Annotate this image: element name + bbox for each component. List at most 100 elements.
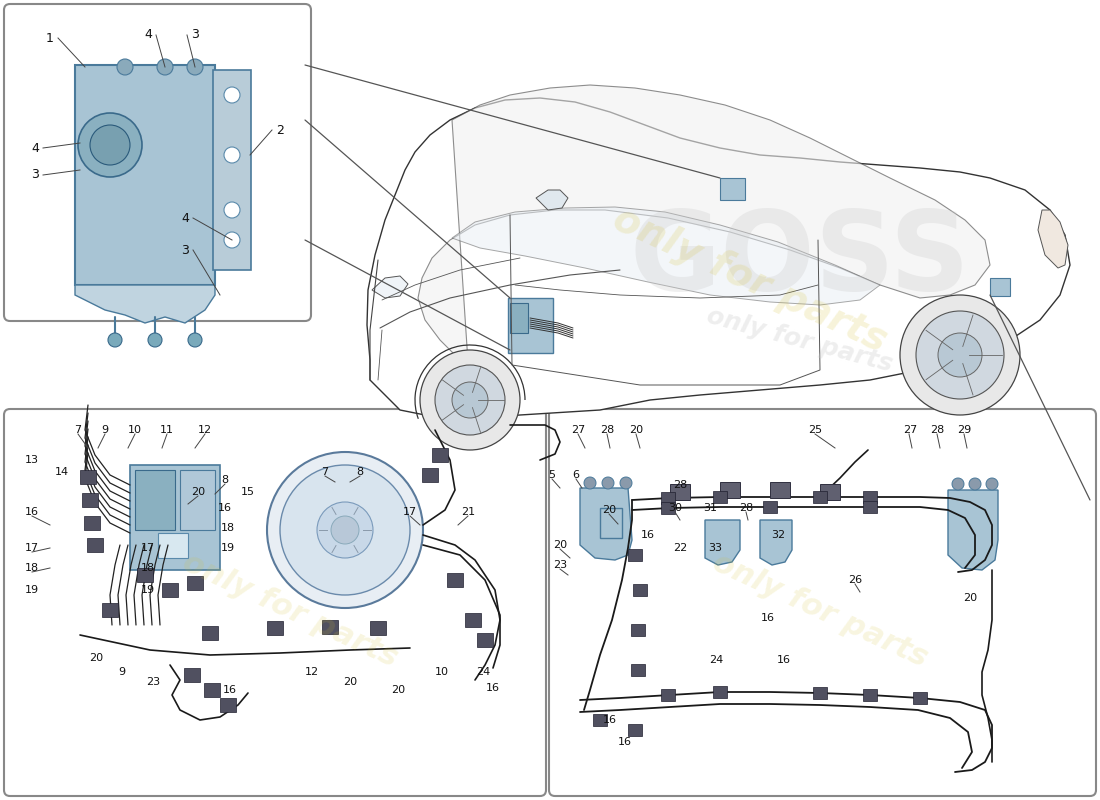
Bar [322, 620, 338, 634]
Text: only for parts: only for parts [178, 547, 403, 673]
Bar [370, 621, 386, 635]
Bar [628, 549, 642, 561]
Text: 17: 17 [141, 543, 155, 553]
Circle shape [117, 59, 133, 75]
Bar [477, 633, 493, 647]
Text: 16: 16 [486, 683, 500, 693]
Bar [158, 533, 188, 558]
Text: 10: 10 [434, 667, 449, 677]
Bar [763, 501, 777, 513]
Bar [432, 448, 448, 462]
Circle shape [986, 478, 998, 490]
Text: 4: 4 [182, 211, 189, 225]
Text: 20: 20 [343, 677, 358, 687]
Text: 33: 33 [708, 543, 722, 553]
Circle shape [916, 311, 1004, 399]
Polygon shape [536, 190, 568, 210]
Text: 21: 21 [461, 507, 475, 517]
Text: 24: 24 [476, 667, 491, 677]
Bar [87, 538, 103, 552]
Text: 3: 3 [31, 169, 38, 182]
Bar [813, 687, 827, 699]
Text: 16: 16 [218, 503, 232, 513]
Bar [162, 583, 178, 597]
Text: 28: 28 [930, 425, 944, 435]
Polygon shape [705, 520, 740, 565]
Circle shape [969, 478, 981, 490]
Circle shape [452, 382, 488, 418]
FancyBboxPatch shape [4, 4, 311, 321]
Bar [628, 724, 642, 736]
Bar [661, 502, 675, 514]
Circle shape [224, 87, 240, 103]
Text: 18: 18 [25, 563, 40, 573]
Bar [720, 482, 740, 498]
Text: 20: 20 [390, 685, 405, 695]
FancyBboxPatch shape [549, 409, 1096, 796]
Bar [447, 573, 463, 587]
Text: 17: 17 [403, 507, 417, 517]
Text: 23: 23 [146, 677, 161, 687]
Circle shape [331, 516, 359, 544]
Text: 10: 10 [128, 425, 142, 435]
Polygon shape [948, 490, 998, 570]
Circle shape [148, 333, 162, 347]
Text: 12: 12 [198, 425, 212, 435]
Text: only for parts: only for parts [704, 304, 895, 376]
Circle shape [434, 365, 505, 435]
Bar [661, 492, 675, 504]
Text: 3: 3 [191, 29, 199, 42]
Bar [720, 178, 745, 200]
Text: GOSS: GOSS [629, 206, 970, 314]
Circle shape [224, 232, 240, 248]
Bar [631, 664, 645, 676]
Text: 7: 7 [321, 467, 329, 477]
Circle shape [90, 125, 130, 165]
Bar [593, 714, 607, 726]
Text: 4: 4 [144, 29, 152, 42]
Bar [661, 689, 675, 701]
Bar [864, 491, 877, 503]
Text: 16: 16 [25, 507, 39, 517]
Bar [631, 624, 645, 636]
Circle shape [108, 333, 122, 347]
Text: 19: 19 [221, 543, 235, 553]
Text: 19: 19 [141, 585, 155, 595]
Bar [213, 70, 251, 270]
Text: 16: 16 [641, 530, 654, 540]
Bar [864, 689, 877, 701]
Bar [713, 491, 727, 503]
Text: 29: 29 [957, 425, 971, 435]
Bar [990, 278, 1010, 296]
Text: 20: 20 [191, 487, 205, 497]
Circle shape [157, 59, 173, 75]
Text: 19: 19 [25, 585, 40, 595]
Bar [422, 468, 438, 482]
Text: 7: 7 [75, 425, 81, 435]
Circle shape [224, 202, 240, 218]
Circle shape [900, 295, 1020, 415]
Bar [600, 508, 621, 538]
Text: 11: 11 [160, 425, 174, 435]
Text: 28: 28 [673, 480, 688, 490]
Bar [204, 683, 220, 697]
Text: 3: 3 [182, 243, 189, 257]
Text: only for parts: only for parts [607, 200, 893, 360]
Text: 27: 27 [903, 425, 917, 435]
Bar [510, 303, 528, 333]
Text: 6: 6 [572, 470, 580, 480]
Bar [820, 484, 840, 500]
Text: only for parts: only for parts [708, 547, 932, 673]
Bar [130, 465, 220, 570]
Text: 16: 16 [618, 737, 632, 747]
Bar [187, 576, 204, 590]
Circle shape [620, 477, 632, 489]
Bar [508, 298, 553, 353]
Bar [184, 668, 200, 682]
Circle shape [187, 59, 204, 75]
Circle shape [224, 147, 240, 163]
Bar [180, 470, 214, 530]
Polygon shape [452, 207, 880, 305]
Text: 20: 20 [962, 593, 977, 603]
Circle shape [267, 452, 424, 608]
